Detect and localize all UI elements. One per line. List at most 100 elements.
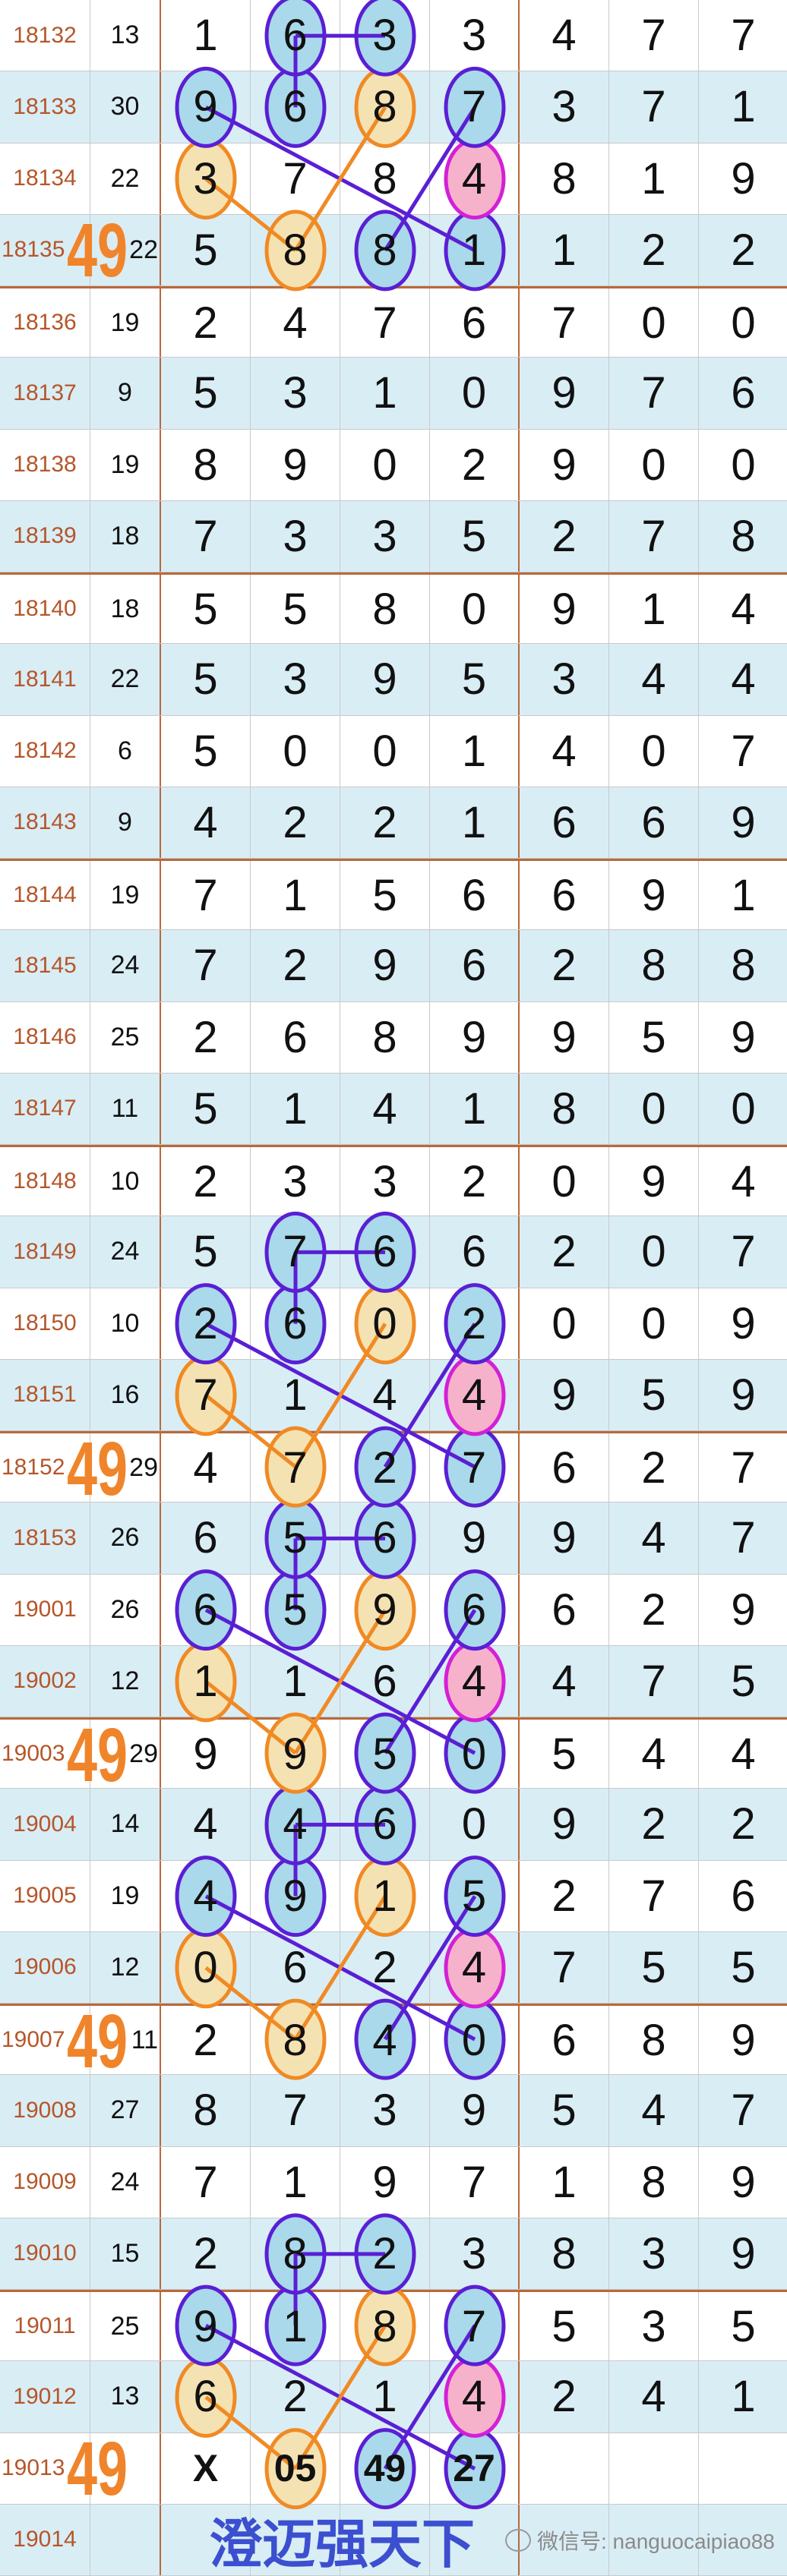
digit-value: 1	[193, 1656, 218, 1706]
digit-value: 2	[372, 2228, 397, 2278]
table-row: 18151 16 7 1 4 4 9 5 9	[0, 1359, 787, 1431]
digit-value: 9	[372, 2157, 397, 2207]
digit-value: 5	[283, 1513, 308, 1563]
digit-cell: 1	[699, 71, 787, 142]
digit-cell: 5	[609, 1359, 699, 1430]
digit-cell: X	[161, 2433, 251, 2504]
digit-value: 7	[641, 1871, 666, 1921]
period-number: 18138	[0, 429, 90, 500]
digit-cell: 4	[430, 1931, 520, 2003]
period-number: 19009	[0, 2146, 90, 2218]
digit-value: 1	[372, 1871, 397, 1921]
period-number: 19005	[0, 1860, 90, 1931]
digit-cell: 5	[161, 1073, 251, 1144]
sum-value	[90, 2504, 161, 2575]
table-row: 18146 25 2 6 8 9 9 5 9	[0, 1001, 787, 1074]
digit-cell: 1	[251, 1645, 340, 1717]
digit-cell: 3	[340, 0, 430, 71]
digit-value: 9	[552, 584, 577, 634]
digit-value: 9	[372, 1584, 397, 1635]
digit-cell: 4	[161, 1433, 251, 1502]
digit-value: 5	[372, 870, 397, 920]
digit-value: 1	[283, 2301, 308, 2351]
digit-value: 5	[552, 2086, 577, 2136]
digit-value: 4	[461, 2372, 487, 2422]
sum-value: 27	[90, 2075, 161, 2146]
digit-cell: 8	[609, 930, 699, 1001]
digit-value: 7	[731, 2086, 756, 2136]
digit-value: 6	[461, 1227, 487, 1277]
digit-cell: 6	[520, 2006, 609, 2075]
digit-value: 4	[731, 584, 756, 634]
digit-cell: 9	[520, 429, 609, 500]
digit-cell: 2	[609, 1433, 699, 1502]
period-number: 18149	[0, 1216, 90, 1288]
digit-cell: 4	[699, 575, 787, 643]
digit-cell: 5	[251, 575, 340, 644]
digit-cell: 3	[340, 2075, 430, 2146]
digit-value: 4	[641, 1729, 666, 1779]
digit-value: 3	[372, 11, 397, 61]
digit-value: 4	[372, 2015, 397, 2065]
digit-cell: 8	[340, 71, 430, 143]
digit-cell: 4	[699, 644, 787, 714]
digit-value: 3	[283, 511, 308, 561]
digit-cell: 9	[430, 2075, 520, 2146]
digit-cell: 2	[699, 1789, 787, 1859]
digit-value: 9	[461, 2086, 487, 2136]
digit-value: 2	[372, 1942, 397, 1992]
digit-cell: 6	[340, 1502, 430, 1574]
digit-cell: 5	[161, 644, 251, 715]
digit-cell: 2	[161, 1288, 251, 1359]
digit-value: 8	[372, 1012, 397, 1062]
sum-value: 19	[90, 861, 161, 930]
digit-cell: 0	[609, 288, 699, 358]
digit-cell: 6	[430, 861, 520, 930]
digit-cell: 0	[609, 429, 699, 500]
highlight-49-label: 49	[67, 207, 128, 293]
digit-value: 3	[372, 2086, 397, 2136]
sum-value: 18	[90, 500, 161, 572]
table-row: 19005 19 4 9 1 5 2 7 6	[0, 1860, 787, 1932]
digit-value: 0	[193, 1942, 218, 1992]
digit-value: 0	[641, 1227, 666, 1277]
digit-value: 6	[461, 941, 487, 991]
period-number: 18137	[0, 358, 90, 429]
digit-cell: 7	[161, 930, 251, 1001]
digit-value: 7	[283, 1442, 308, 1493]
digit-cell: 1	[340, 2361, 430, 2433]
digit-value: 4	[283, 298, 308, 348]
digit-value: 2	[193, 2015, 218, 2065]
digit-cell: 2	[251, 787, 340, 858]
digit-value: 6	[461, 298, 487, 348]
digit-value: 4	[372, 1370, 397, 1420]
digit-cell: 7	[609, 1645, 699, 1717]
digit-cell: 6	[430, 288, 520, 358]
digit-value: 1	[731, 2372, 756, 2422]
digit-value: 9	[641, 870, 666, 920]
digit-value: 6	[552, 1442, 577, 1493]
period-number: 19003	[0, 1720, 90, 1789]
digit-value: 4	[461, 1942, 487, 1992]
sum-value: 6	[90, 715, 161, 787]
sum-value: 16	[90, 1359, 161, 1430]
digit-value: 0	[552, 1156, 577, 1206]
digit-value: 6	[552, 2015, 577, 2065]
digit-cell: 2	[340, 2218, 430, 2289]
digit-value: 2	[193, 1298, 218, 1348]
sum-value: 19	[90, 429, 161, 500]
digit-cell: 0	[430, 2006, 520, 2075]
digit-value: 0	[641, 440, 666, 490]
digit-value: 3	[372, 511, 397, 561]
digit-value: 3	[283, 654, 308, 705]
digit-value: 7	[731, 1442, 756, 1493]
table-row: 18136 19 2 4 7 6 7 0 0	[0, 286, 787, 358]
digit-cell: 9	[699, 1360, 787, 1430]
digit-cell: 4	[609, 1502, 699, 1574]
digit-cell: 4	[430, 1645, 520, 1717]
digit-cell: 2	[251, 2361, 340, 2433]
digit-cell: 0	[699, 288, 787, 357]
digit-value: 9	[372, 654, 397, 705]
period-number: 18143	[0, 787, 90, 858]
digit-value: 7	[731, 1227, 756, 1277]
